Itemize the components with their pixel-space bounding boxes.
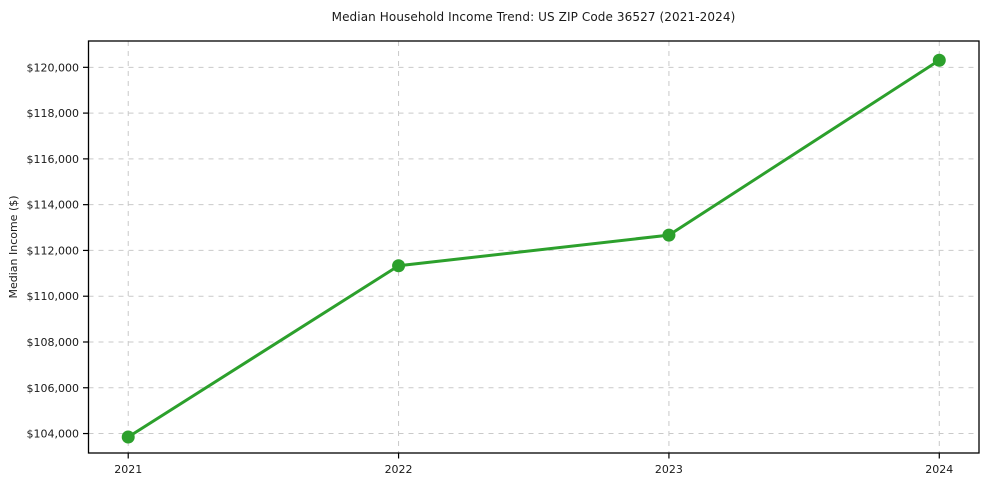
y-tick-label: $114,000 [27,199,80,212]
y-tick-label: $108,000 [27,336,80,349]
y-tick-label: $104,000 [27,428,80,441]
chart-title: Median Household Income Trend: US ZIP Co… [331,10,736,24]
y-tick-label: $116,000 [27,153,80,166]
y-tick-label: $118,000 [27,107,80,120]
y-tick-label: $106,000 [27,382,80,395]
x-tick-label: 2023 [655,463,683,476]
data-point-2022 [392,259,406,273]
data-point-2024 [932,53,946,67]
x-tick-label: 2021 [114,463,142,476]
y-axis-label: Median Income ($) [7,195,20,298]
data-point-2021 [121,430,135,444]
x-tick-label: 2022 [385,463,413,476]
y-tick-label: $120,000 [27,61,80,74]
x-tick-label: 2024 [925,463,953,476]
y-tick-label: $112,000 [27,244,80,257]
y-tick-label: $110,000 [27,290,80,303]
plot-frame [87,40,980,454]
data-point-2023 [662,228,676,242]
trend-line [126,58,941,439]
